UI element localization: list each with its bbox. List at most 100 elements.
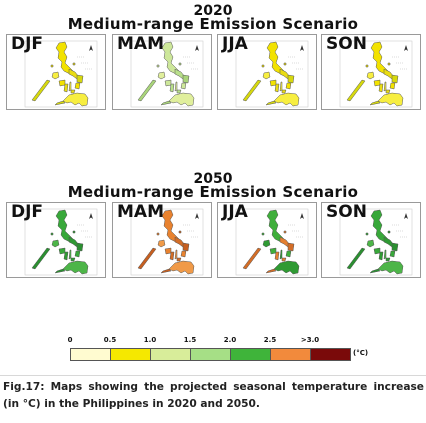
legend-tick: 1.5 bbox=[183, 336, 197, 344]
season-label: DJF bbox=[11, 202, 44, 222]
island-shape bbox=[63, 83, 69, 93]
island-shape bbox=[51, 239, 60, 248]
island-shape bbox=[385, 89, 391, 94]
island-shape bbox=[370, 209, 389, 243]
philippines-map-2020-djf bbox=[24, 40, 98, 108]
figure-caption: Fig.17: Maps showing the projected seaso… bbox=[3, 379, 424, 413]
island-shape bbox=[283, 230, 287, 234]
island-shape bbox=[182, 242, 190, 252]
map-panel-2020-mam: MAM bbox=[112, 34, 212, 110]
island-shape bbox=[68, 81, 72, 92]
north-arrow-icon bbox=[404, 45, 408, 51]
island-shape bbox=[385, 257, 391, 262]
philippines-map-2020-mam bbox=[130, 40, 204, 108]
island-shape bbox=[370, 41, 389, 75]
season-label: DJF bbox=[11, 34, 44, 54]
island-shape bbox=[279, 81, 283, 92]
legend-tick: 2.0 bbox=[223, 336, 237, 344]
island-shape bbox=[346, 79, 366, 102]
island-shape bbox=[137, 247, 157, 270]
divider bbox=[0, 375, 426, 376]
north-arrow-icon bbox=[300, 213, 304, 219]
north-arrow-icon bbox=[89, 45, 93, 51]
island-shape bbox=[76, 242, 84, 252]
island-shape bbox=[242, 79, 262, 102]
legend-unit: (°C) bbox=[353, 349, 369, 357]
legend-swatch bbox=[231, 349, 271, 360]
island-shape bbox=[287, 242, 295, 252]
island-shape bbox=[389, 82, 396, 90]
north-arrow-icon bbox=[195, 45, 199, 51]
island-shape bbox=[50, 232, 54, 236]
island-shape bbox=[70, 89, 76, 94]
season-label: JJA bbox=[222, 34, 248, 54]
island-shape bbox=[261, 64, 265, 68]
island-shape bbox=[389, 250, 396, 258]
philippines-map-2050-jja bbox=[235, 208, 309, 276]
legend-swatch bbox=[311, 349, 350, 360]
island-shape bbox=[164, 79, 172, 87]
legend-tick: 0 bbox=[67, 336, 73, 344]
philippines-map-2050-djf bbox=[24, 208, 98, 276]
island-shape bbox=[387, 62, 391, 66]
island-shape bbox=[54, 268, 66, 274]
island-shape bbox=[366, 239, 375, 248]
island-shape bbox=[269, 79, 277, 87]
island-shape bbox=[31, 79, 51, 102]
island-shape bbox=[283, 62, 287, 66]
map-panel-2050-mam: MAM bbox=[112, 202, 212, 278]
island-shape bbox=[373, 79, 381, 87]
island-shape bbox=[174, 81, 178, 92]
island-shape bbox=[55, 41, 74, 75]
map-frame bbox=[235, 208, 309, 276]
island-shape bbox=[287, 74, 295, 84]
island-shape bbox=[391, 242, 399, 252]
island-shape bbox=[180, 250, 187, 258]
island-shape bbox=[51, 71, 60, 80]
north-arrow-icon bbox=[404, 213, 408, 219]
island-shape bbox=[74, 82, 81, 90]
map-frame bbox=[235, 40, 309, 108]
island-shape bbox=[168, 92, 195, 107]
island-shape bbox=[160, 100, 172, 106]
island-shape bbox=[160, 268, 172, 274]
island-shape bbox=[391, 74, 399, 84]
season-label: MAM bbox=[117, 202, 164, 222]
island-shape bbox=[169, 83, 175, 93]
scenario-title-2050: Medium-range Emission Scenario bbox=[67, 183, 359, 201]
island-shape bbox=[50, 64, 54, 68]
philippines-map-2050-son bbox=[339, 208, 413, 276]
island-shape bbox=[63, 251, 69, 261]
island-shape bbox=[262, 239, 271, 248]
season-label: SON bbox=[326, 202, 367, 222]
map-frame bbox=[339, 208, 413, 276]
season-label: MAM bbox=[117, 34, 164, 54]
island-shape bbox=[366, 71, 375, 80]
island-shape bbox=[279, 249, 283, 260]
north-arrow-icon bbox=[89, 213, 93, 219]
island-shape bbox=[365, 232, 369, 236]
island-shape bbox=[164, 247, 172, 255]
island-shape bbox=[76, 74, 84, 84]
island-shape bbox=[273, 260, 300, 275]
island-shape bbox=[58, 79, 66, 87]
island-shape bbox=[281, 257, 287, 262]
legend-swatch bbox=[191, 349, 231, 360]
island-shape bbox=[72, 62, 76, 66]
island-shape bbox=[54, 100, 66, 106]
island-shape bbox=[377, 92, 404, 107]
legend-swatch bbox=[71, 349, 111, 360]
island-shape bbox=[157, 71, 166, 80]
legend-swatch bbox=[111, 349, 151, 360]
map-frame bbox=[24, 40, 98, 108]
island-shape bbox=[62, 92, 89, 107]
map-panel-2020-son: SON bbox=[321, 34, 421, 110]
map-frame bbox=[339, 40, 413, 108]
island-shape bbox=[273, 92, 300, 107]
island-shape bbox=[378, 251, 384, 261]
island-shape bbox=[369, 268, 381, 274]
island-shape bbox=[174, 249, 178, 260]
island-shape bbox=[176, 257, 182, 262]
island-shape bbox=[274, 251, 280, 261]
island-shape bbox=[176, 89, 182, 94]
